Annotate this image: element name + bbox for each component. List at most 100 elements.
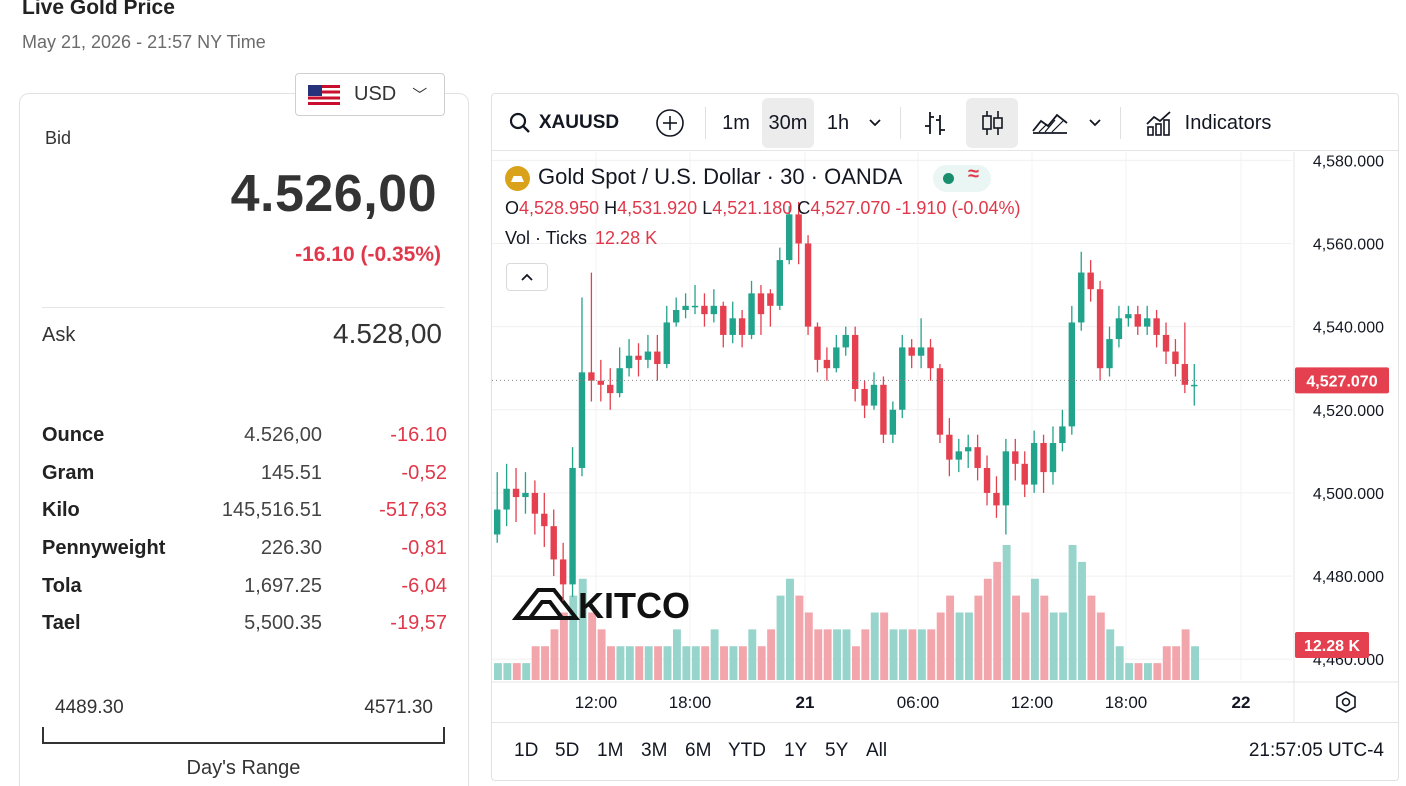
candle-body: [899, 347, 906, 410]
interval-30m[interactable]: 30m: [762, 98, 814, 148]
interval-dropdown[interactable]: [862, 95, 888, 151]
unit-name: Tael: [42, 612, 81, 635]
interval-1h[interactable]: 1h: [826, 111, 850, 134]
unit-name: Gram: [42, 461, 95, 484]
unit-name: Ounce: [42, 424, 105, 447]
volume-bar: [748, 629, 757, 680]
candle-body: [1087, 272, 1094, 290]
time-tick-label: 12:00: [1011, 693, 1054, 712]
volume-bar: [1068, 545, 1077, 680]
gold-bar-icon: [505, 166, 530, 191]
range-1y[interactable]: 1Y: [784, 740, 808, 761]
candle-body: [804, 243, 812, 327]
unit-price: 1,697.25: [244, 574, 322, 597]
volume-bar: [1012, 595, 1020, 680]
volume-bar: [635, 646, 644, 680]
low-key: L: [702, 198, 713, 218]
low-value: 4,521.180: [712, 198, 793, 218]
volume-bar: [644, 646, 653, 680]
volume-bar: [494, 663, 502, 680]
volume-bar: [1040, 595, 1049, 680]
collapse-legend-button[interactable]: [506, 263, 548, 291]
candle-body: [503, 488, 510, 510]
time-tick-label: 06:00: [897, 693, 940, 712]
open-key: O: [505, 198, 520, 218]
price-chart[interactable]: 4,580.000 4,560.000 4,540.000 4,520.000 4,50…: [492, 152, 1398, 722]
candle-body: [559, 559, 567, 585]
range-6m[interactable]: 6M: [685, 740, 712, 761]
volume-bar: [946, 595, 955, 680]
range-1m[interactable]: 1M: [597, 740, 624, 761]
volume-bar: [842, 629, 851, 680]
indicators-button[interactable]: Indicators: [1138, 95, 1278, 151]
unit-row-tola: Tola 1,697.25 -6,04: [42, 567, 447, 605]
volume-bar: [691, 646, 700, 680]
volume-bar: [729, 646, 738, 680]
axis-settings-icon: [1336, 691, 1356, 713]
chart-legend-title: Gold Spot / U.S. Dollar · 30 · OANDA: [538, 164, 903, 189]
volume-bar: [804, 612, 813, 680]
compare-symbol-button[interactable]: [652, 95, 688, 151]
volume-bar: [880, 612, 889, 680]
candle-body: [1021, 463, 1028, 485]
candle-body: [1125, 314, 1132, 319]
indicators-label: Indicators: [1184, 111, 1272, 134]
volume-bar: [993, 561, 1002, 680]
candle-body: [569, 467, 576, 585]
candle-style-button[interactable]: [966, 98, 1018, 148]
candle-body: [946, 434, 953, 460]
area-style-button[interactable]: [1028, 95, 1072, 151]
close-key: C: [797, 198, 811, 218]
current-volume-tag: [1295, 632, 1369, 658]
interval-1m[interactable]: 1m: [722, 111, 750, 134]
range-5d[interactable]: 5D: [555, 740, 580, 761]
candle-body: [1012, 451, 1019, 464]
volume-bar: [588, 612, 597, 680]
chevron-down-icon: ﹀: [412, 87, 428, 104]
delayed-data-icon: ≈: [968, 163, 979, 185]
unit-price: 5,500.35: [244, 612, 322, 635]
volume-bar: [1172, 646, 1181, 680]
candle-body: [842, 334, 849, 348]
volume-bar: [1134, 663, 1143, 680]
range-3m[interactable]: 3M: [641, 740, 668, 761]
range-ytd[interactable]: YTD: [728, 740, 766, 761]
chart-style-dropdown[interactable]: [1082, 95, 1108, 151]
price-tick-label: 4,540.000: [1313, 320, 1384, 337]
market-status-pill[interactable]: [933, 165, 991, 192]
candle-body: [767, 293, 774, 306]
symbol-search-button[interactable]: XAUUSD: [504, 95, 624, 151]
page-date: May 21, 2026 - 21:57 NY Time: [22, 32, 266, 52]
volume-bar: [983, 578, 992, 680]
volume-value: 12.28 K: [595, 228, 658, 248]
bid-value: 4.526,00: [230, 165, 437, 223]
candle-body: [1059, 426, 1066, 444]
chevron-down-icon: [1089, 119, 1101, 127]
current-price-label: 4,527.070: [1306, 373, 1377, 390]
price-tick-label: 4,580.000: [1313, 153, 1384, 170]
currency-select[interactable]: USD ﹀: [295, 73, 445, 116]
volume-bar: [908, 629, 917, 680]
currency-code: USD: [354, 83, 397, 105]
candle-body: [588, 372, 595, 381]
volume-bar: [1191, 646, 1199, 680]
price-tick-label: 4,480.000: [1313, 569, 1384, 586]
bars-chart-icon: [925, 112, 945, 135]
volume-bar: [1125, 663, 1134, 680]
candle-body: [541, 513, 548, 527]
candle-body: [776, 260, 783, 306]
unit-row-gram: Gram 145.51 -0,52: [42, 455, 447, 493]
range-5y[interactable]: 5Y: [825, 740, 849, 761]
range-1d[interactable]: 1D: [514, 740, 539, 761]
volume-bar: [710, 629, 719, 680]
bar-style-button[interactable]: [917, 95, 953, 151]
time-tick-label: 18:00: [1105, 693, 1148, 712]
candle-body: [1162, 334, 1170, 352]
candle-body: [607, 384, 614, 394]
candle-body: [710, 305, 718, 315]
chevron-up-icon: [521, 273, 533, 281]
range-all[interactable]: All: [866, 740, 888, 761]
candle-body: [701, 305, 708, 315]
volume-bar: [654, 646, 663, 680]
us-flag-icon: [308, 84, 340, 105]
